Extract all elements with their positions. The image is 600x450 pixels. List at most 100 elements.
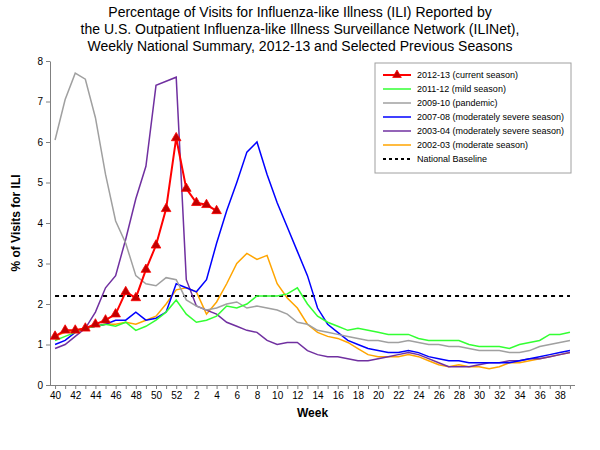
x-tick: 22 — [393, 385, 405, 401]
series-marker — [181, 183, 191, 191]
y-axis-title: % of Visits for ILI — [9, 174, 23, 271]
x-tick: 26 — [434, 385, 446, 401]
series-marker — [91, 319, 101, 327]
series-marker — [101, 315, 111, 323]
x-tick: 46 — [111, 385, 123, 401]
x-tick-label: 28 — [454, 390, 466, 401]
x-tick — [328, 385, 329, 389]
series-marker — [141, 264, 151, 272]
title: the U.S. Outpatient Influenza-like Illne… — [81, 21, 520, 37]
x-tick: 42 — [70, 385, 82, 401]
y-axis: 012345678 — [37, 56, 50, 391]
x-tick: 14 — [312, 385, 324, 401]
x-tick-mark — [196, 385, 197, 389]
series-line — [55, 77, 570, 367]
x-tick: 30 — [474, 385, 486, 401]
x-tick-mark — [318, 385, 319, 389]
x-tick-label: 48 — [131, 390, 143, 401]
series-marker — [70, 325, 80, 333]
legend-swatch — [383, 158, 411, 160]
x-tick — [368, 385, 369, 389]
background — [0, 0, 600, 450]
x-tick-label: 46 — [111, 390, 123, 401]
x-tick: 48 — [131, 385, 143, 401]
x-tick-mark — [439, 385, 440, 389]
series-line — [55, 73, 570, 352]
x-tick-label: 32 — [494, 390, 506, 401]
y-tick-mark — [46, 142, 50, 143]
x-tick-label: 14 — [312, 390, 324, 401]
legend-entry: National Baseline — [383, 154, 487, 164]
x-tick-mark — [65, 385, 66, 389]
chart: Percentage of Visits for Influenza-like … — [0, 0, 600, 450]
x-tick — [146, 385, 147, 389]
x-tick-mark — [419, 385, 420, 389]
x-tick-label: 50 — [151, 390, 163, 401]
x-tick-label: 10 — [272, 390, 284, 401]
x-tick-mark — [176, 385, 177, 389]
x-tick-mark — [398, 385, 399, 389]
series-marker — [81, 323, 91, 331]
y-tick: 6 — [37, 137, 50, 148]
x-tick-label: 12 — [292, 390, 304, 401]
series — [50, 132, 221, 339]
y-tick: 5 — [37, 177, 50, 188]
series — [55, 253, 570, 368]
y-tick-label: 0 — [37, 380, 43, 391]
x-tick-label: 2 — [194, 390, 200, 401]
x-tick-mark — [358, 385, 359, 389]
x-tick-mark — [469, 385, 470, 389]
y-tick-label: 1 — [37, 339, 43, 350]
x-tick — [429, 385, 430, 389]
x-axis: 4042444648505224681012141618202224262830… — [50, 385, 575, 401]
x-tick-mark — [217, 385, 218, 389]
x-tick-mark — [257, 385, 258, 389]
x-tick — [206, 385, 207, 389]
x-tick-mark — [479, 385, 480, 389]
y-tick-label: 6 — [37, 137, 43, 148]
legend-swatch — [383, 116, 411, 118]
x-tick-mark — [530, 385, 531, 389]
y-tick-mark — [46, 61, 50, 62]
legend-label: 2011-12 (mild season) — [417, 84, 506, 94]
x-tick — [106, 385, 107, 389]
x-tick-label: 52 — [171, 390, 183, 401]
x-tick: 16 — [333, 385, 345, 401]
x-tick-mark — [126, 385, 127, 389]
x-tick — [570, 385, 571, 389]
x-tick — [550, 385, 551, 389]
legend-entry: 2002-03 (moderate season) — [383, 140, 528, 150]
x-tick: 28 — [454, 385, 466, 401]
x-tick-mark — [560, 385, 561, 389]
x-tick: 40 — [50, 385, 62, 401]
x-tick — [126, 385, 127, 389]
legend-marker — [393, 70, 402, 77]
legend-swatch — [383, 102, 411, 104]
x-tick-mark — [75, 385, 76, 389]
y-tick-mark — [46, 385, 50, 386]
plot-area — [50, 73, 570, 369]
legend-entry: 2007-08 (moderately severe season) — [383, 112, 564, 122]
x-tick-label: 44 — [90, 390, 102, 401]
legend-swatch — [383, 130, 411, 132]
x-tick-mark — [277, 385, 278, 389]
x-tick-label: 6 — [234, 390, 240, 401]
x-tick: 38 — [555, 385, 567, 401]
series-marker — [202, 199, 212, 207]
x-tick-mark — [449, 385, 450, 389]
x-tick — [186, 385, 187, 389]
series-marker — [192, 197, 202, 205]
x-tick-mark — [408, 385, 409, 389]
legend-swatch — [383, 144, 411, 146]
x-tick-label: 24 — [413, 390, 425, 401]
y-tick: 2 — [37, 299, 50, 310]
x-tick-mark — [550, 385, 551, 389]
y-tick-mark — [46, 345, 50, 346]
x-tick — [509, 385, 510, 389]
legend-label: 2007-08 (moderately severe season) — [417, 112, 564, 122]
y-tick-label: 4 — [37, 218, 43, 229]
x-tick-mark — [287, 385, 288, 389]
x-axis-title: Week — [297, 406, 328, 420]
legend-label: 2003-04 (moderately severe season) — [417, 126, 564, 136]
x-tick-label: 26 — [434, 390, 446, 401]
